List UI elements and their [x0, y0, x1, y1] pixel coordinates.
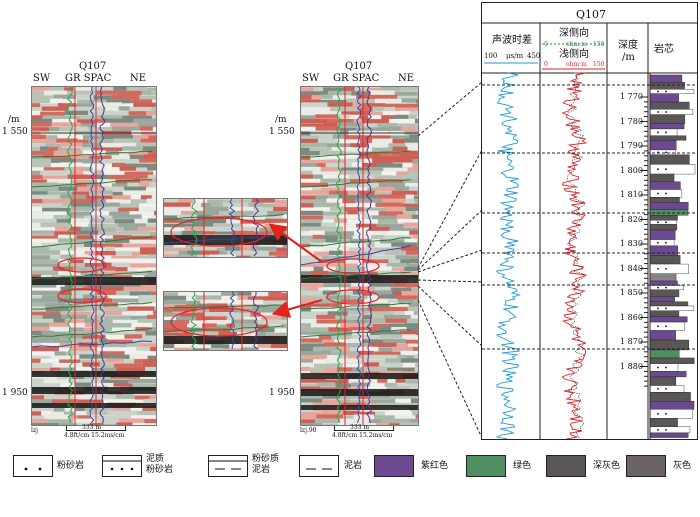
legend-gray-swatch: [626, 455, 666, 477]
well-log-panel: Q107 声波时差 100 μs/m 450 深侧向 0 ohm·m 150 浅…: [481, 2, 698, 440]
depth-label: 1 880: [620, 361, 643, 371]
depth-label: 1 830: [620, 239, 643, 248]
legend-purple-red-label: 紫红色: [421, 461, 449, 471]
depth-label: 1 800: [620, 165, 643, 175]
core-column-title: 岩芯: [654, 44, 674, 55]
right-depth-bottom: 1 950: [269, 388, 295, 398]
left-scale-bar-label: 333 m: [82, 424, 102, 431]
left-scale-note: 4.8ft/cm 15.2ms/cm: [64, 432, 125, 439]
depth-label: 1 820: [620, 214, 643, 224]
left-sw-label: SW: [33, 73, 51, 84]
legend-green-swatch: [466, 455, 506, 477]
legend-mudstone-label: 泥岩: [344, 461, 363, 471]
right-seismic-section: [300, 86, 419, 426]
legend-mudstone-swatch: [299, 455, 339, 477]
right-scale-note: 4.8ft/cm 15.2ms/cm: [332, 432, 393, 439]
shallow-lateral-scale-unit: ohm·m: [566, 61, 587, 68]
left-curve-labels: GR SPAC: [65, 73, 112, 84]
sonic-scale-left: 100: [484, 52, 498, 60]
legend-green-label: 绿色: [513, 461, 532, 471]
sonic-scale-unit: μs/m: [506, 52, 524, 60]
right-scale-bar: [334, 426, 394, 431]
right-ne-label: NE: [398, 73, 415, 84]
tie-lines: [417, 81, 483, 439]
shallow-lateral-scale-left: 0: [544, 61, 548, 68]
legend-dark-gray-swatch: [546, 455, 586, 477]
depth-label: 1 860: [620, 312, 643, 322]
legend-siltstone-swatch: [13, 455, 53, 477]
legend-muddy-siltstone-swatch: [102, 455, 142, 477]
depth-label: 1 840: [620, 263, 643, 273]
deep-lateral-scale-left: 0: [544, 41, 548, 48]
depth-label: 1 780: [620, 116, 643, 126]
right-line-id: lzj.90: [300, 427, 317, 434]
legend-gray-label: 灰色: [673, 461, 692, 471]
legend-silty-mudstone-label: 粉砂质 泥岩: [252, 454, 280, 475]
right-well-label: Q107: [345, 61, 373, 72]
depth-column-unit: /m: [622, 52, 635, 63]
deep-lateral-title: 深侧向: [559, 28, 589, 39]
depth-label: 1 790: [620, 141, 643, 150]
right-depth-unit: /m: [275, 115, 287, 125]
right-depth-top: 1 550: [269, 127, 295, 137]
right-curve-labels: GR SPAC: [333, 73, 380, 84]
left-seismic-section: [31, 86, 157, 426]
legend-muddy-siltstone-label: 泥质 粉砂岩: [146, 454, 174, 475]
shallow-lateral-scale-right: 150: [593, 61, 605, 68]
sonic-scale-right: 450: [527, 52, 541, 60]
legend-silty-mudstone-swatch: [208, 455, 248, 477]
shallow-lateral-title: 浅侧向: [559, 49, 589, 60]
sonic-title: 声波时差: [492, 35, 532, 46]
deep-lateral-scale-right: 150: [593, 41, 605, 48]
right-sw-label: SW: [302, 73, 320, 84]
zoom-inset-lower: [163, 291, 288, 351]
depth-label: 1 810: [620, 190, 643, 199]
depth-label: 1 770: [620, 92, 643, 101]
left-line-id: lzj: [31, 427, 38, 434]
log-title: Q107: [576, 8, 607, 21]
left-ne-label: NE: [130, 73, 147, 84]
left-depth-unit: /m: [8, 115, 20, 125]
zoom-inset-upper: [163, 198, 288, 258]
legend-siltstone-label: 粉砂岩: [57, 461, 85, 471]
legend-purple-red-swatch: [374, 455, 414, 477]
left-depth-bottom: 1 950: [2, 388, 28, 398]
right-scale-bar-label: 333 m: [350, 424, 370, 431]
legend: 粉砂岩 泥质 粉砂岩 粉砂质 泥岩 泥岩 紫红色 绿色 深灰色 灰色: [0, 446, 700, 486]
left-well-label: Q107: [79, 61, 107, 72]
deep-lateral-scale-unit: ohm·m: [566, 41, 587, 48]
depth-label: 1 870: [620, 337, 643, 346]
left-depth-top: 1 550: [2, 127, 28, 137]
depth-column-title: 深度: [618, 40, 638, 51]
left-scale-bar: [66, 426, 126, 431]
depth-label: 1 850: [620, 288, 643, 297]
legend-dark-gray-label: 深灰色: [593, 461, 621, 471]
